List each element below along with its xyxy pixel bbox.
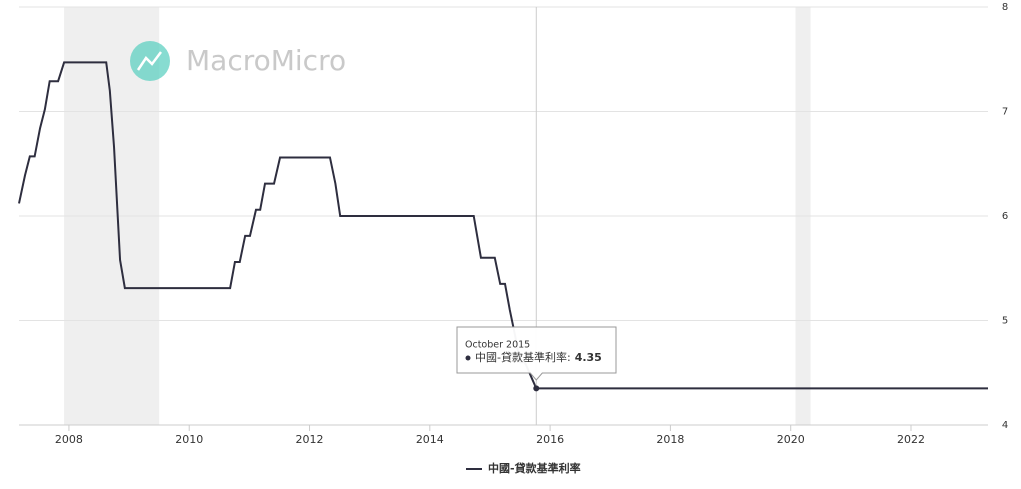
x-tick-label: 2022 <box>897 433 925 446</box>
tooltip-title: October 2015 <box>465 340 530 351</box>
legend-label: 中國-貸款基準利率 <box>488 461 581 475</box>
x-tick-label: 2008 <box>55 433 83 446</box>
watermark-logo-icon <box>136 51 162 71</box>
y-tick-label: 5 <box>1002 316 1008 327</box>
series-line <box>18 61 988 390</box>
legend-item[interactable]: 中國-貸款基準利率 <box>466 461 581 475</box>
y-tick-label: 8 <box>1002 2 1008 13</box>
watermark-text: MacroMicro <box>186 44 346 77</box>
y-tick-label: 7 <box>1002 107 1008 118</box>
x-tick-label: 2020 <box>777 433 805 446</box>
x-tick-label: 2012 <box>296 433 324 446</box>
tooltip-box <box>456 326 617 381</box>
x-tick-label: 2018 <box>656 433 684 446</box>
foreground-layer: 4 5 6 7 8 2008 2010 2012 2014 2016 2018 2020 2022 中國-… <box>18 2 1008 475</box>
tooltip-value: 4.35 <box>575 351 602 364</box>
x-tick-label: 2014 <box>416 433 444 446</box>
x-tick-label: 2016 <box>536 433 564 446</box>
x-tick-label: 2010 <box>175 433 203 446</box>
tooltip-bullet <box>465 355 471 361</box>
y-tick-label: 6 <box>1002 211 1008 222</box>
hover-point <box>533 385 540 392</box>
watermark: MacroMicro <box>130 41 346 81</box>
y-tick-label: 4 <box>1002 420 1008 431</box>
tooltip-label: 中國-貸款基準利率: <box>475 350 571 364</box>
